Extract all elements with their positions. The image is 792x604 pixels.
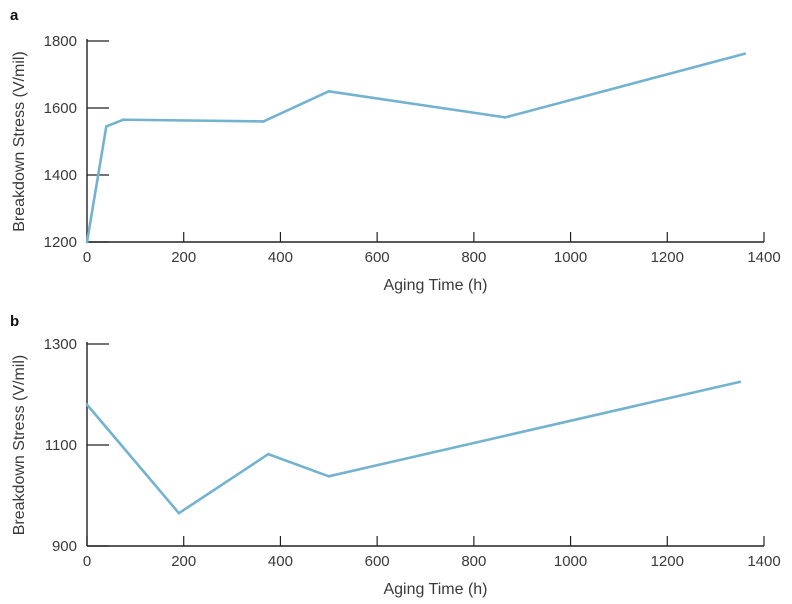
panel-b-data-point bbox=[267, 452, 270, 456]
panel-a-data-point bbox=[503, 116, 507, 119]
panel-b-x-tick-label: 1000 bbox=[554, 553, 587, 570]
panel-b-x-tick-label: 1200 bbox=[651, 553, 684, 570]
panel-a-x-tick-label: 600 bbox=[365, 249, 390, 266]
panel-a-data-point bbox=[743, 52, 746, 56]
panel-a-x-tick-label: 1200 bbox=[651, 249, 684, 266]
panel-a-x-tick-label: 400 bbox=[268, 249, 293, 266]
panel-a-x-tick-label: 200 bbox=[171, 249, 196, 266]
panel-b-x-tick-label: 200 bbox=[171, 553, 196, 570]
panel-a-data-point bbox=[85, 240, 89, 244]
panel-b-data-point bbox=[177, 511, 181, 515]
panel-b-y-tick-label: 1100 bbox=[45, 437, 77, 454]
panel-a-y-tick-label: 1800 bbox=[44, 33, 77, 50]
panel-b-x-tick-label: 1400 bbox=[747, 553, 780, 570]
panel-a-x-tick-label: 0 bbox=[83, 249, 91, 266]
panel-a-y-tick-label: 1200 bbox=[44, 234, 77, 251]
panel-b-x-tick-label: 600 bbox=[365, 553, 390, 570]
panel-b-label: b bbox=[10, 313, 19, 330]
panel-a-data-point bbox=[262, 120, 265, 123]
panel-a-data-point bbox=[327, 89, 331, 93]
panel-b-data-point bbox=[738, 380, 742, 384]
panel-a-data-point bbox=[121, 118, 125, 122]
panel-b-y-tick-label: 900 bbox=[52, 538, 77, 555]
panel-a-x-axis-title: Aging Time (h) bbox=[383, 277, 487, 294]
panel-b-data-point bbox=[327, 475, 331, 478]
panel-b-y-tick-label: 1300 bbox=[44, 336, 77, 353]
panel-a-y-tick-label: 1600 bbox=[44, 100, 77, 117]
panel-a-y-axis-title: Breakdown Stress (V/mil) bbox=[11, 51, 28, 232]
panel-a-x-tick-label: 800 bbox=[461, 249, 486, 266]
panel-a-label: a bbox=[10, 7, 19, 24]
panel-b-y-axis-title: Breakdown Stress (V/mil) bbox=[11, 355, 28, 536]
panel-a-series-line bbox=[85, 52, 747, 244]
panel-a-x-tick-label: 1400 bbox=[747, 249, 780, 266]
panel-b-data-point bbox=[85, 403, 89, 406]
panel-b-series-line bbox=[85, 380, 742, 515]
panel-b-x-tick-label: 0 bbox=[83, 553, 91, 570]
panel-a-data-point bbox=[105, 125, 108, 128]
panel-a-x-tick-label: 1000 bbox=[554, 249, 587, 266]
panel-b-x-tick-label: 400 bbox=[268, 553, 293, 570]
panel-b-x-tick-label: 800 bbox=[461, 553, 486, 570]
panel-b-x-axis-title: Aging Time (h) bbox=[383, 581, 487, 598]
panel-a-y-tick-label: 1400 bbox=[44, 167, 77, 184]
